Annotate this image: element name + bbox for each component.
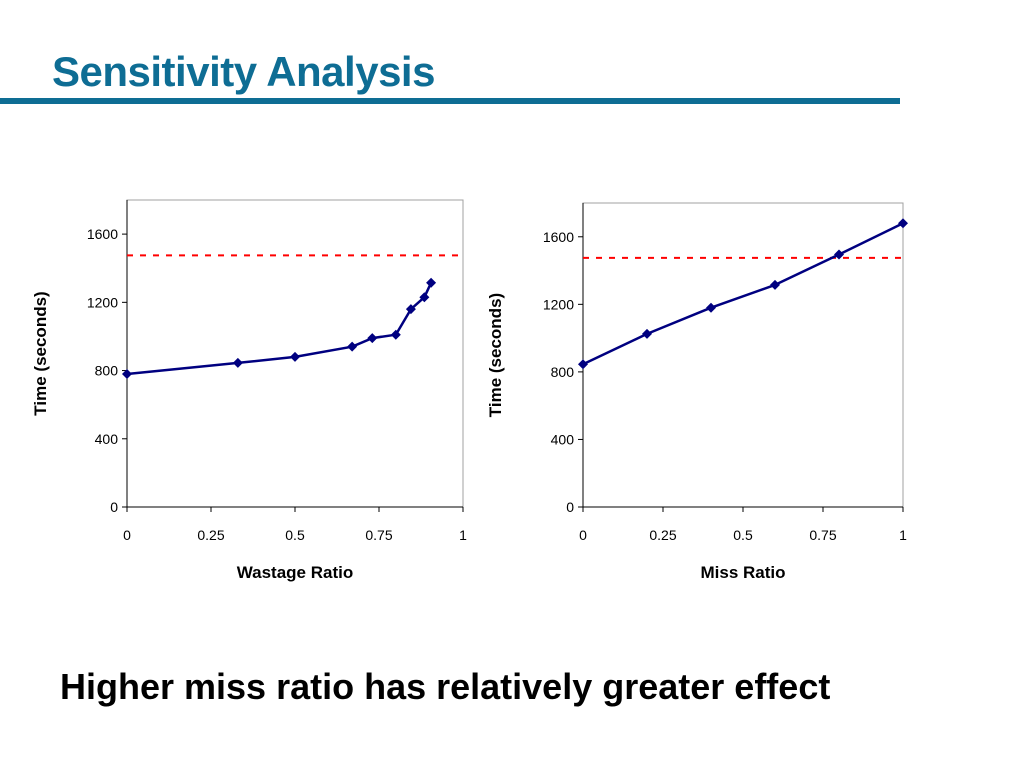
data-point-marker [578, 359, 588, 370]
y-tick-label: 400 [551, 431, 575, 447]
y-tick-label: 800 [551, 364, 575, 380]
data-point-marker [642, 328, 652, 339]
x-tick-label: 0.5 [285, 527, 305, 543]
x-tick-label: 0 [123, 527, 131, 543]
series-line [126, 282, 433, 376]
y-tick-label: 1600 [543, 229, 574, 245]
x-tick-label: 1 [459, 527, 467, 543]
x-tick-label: 0.25 [649, 527, 676, 543]
data-point-marker [426, 277, 437, 288]
y-tick-label: 1600 [87, 226, 118, 242]
title-underline [0, 98, 900, 104]
y-tick-label: 1200 [87, 294, 118, 310]
x-axis-title: Wastage Ratio [237, 563, 354, 582]
y-tick-label: 800 [95, 363, 119, 379]
data-point-marker [122, 368, 132, 379]
y-tick-label: 0 [566, 499, 574, 515]
x-tick-label: 0.75 [809, 527, 836, 543]
data-point-marker [290, 351, 300, 362]
data-point-marker [419, 292, 430, 303]
data-point-marker [898, 218, 908, 229]
chart-1: 0 400 800 1200 1600 0 0.25 0.5 0.75 1 Wastage Rati… [31, 199, 467, 582]
conclusion-text: Higher miss ratio has relatively greater… [60, 666, 831, 707]
y-axis-title: Time (seconds) [31, 291, 50, 415]
x-tick-label: 0.75 [365, 527, 392, 543]
y-tick-label: 0 [110, 499, 118, 515]
x-tick-label: 0.25 [197, 527, 224, 543]
data-point-marker [390, 329, 401, 340]
data-point-marker [347, 341, 358, 352]
x-axis-title: Miss Ratio [700, 563, 785, 582]
data-point-marker [367, 333, 378, 344]
data-point-marker [706, 302, 716, 313]
series-line [582, 222, 904, 366]
y-tick-label: 1200 [543, 296, 574, 312]
y-axis-title: Time (seconds) [486, 293, 505, 417]
x-tick-label: 1 [899, 527, 907, 543]
data-point-marker [405, 304, 416, 315]
slide-title: Sensitivity Analysis [52, 48, 435, 95]
data-point-marker [232, 357, 243, 368]
plot-area-border [582, 202, 904, 508]
x-tick-label: 0 [579, 527, 587, 543]
data-point-marker [834, 249, 844, 260]
chart-2: 0 400 800 1200 1600 0 0.25 0.5 0.75 1 Miss Ratio Ti… [486, 202, 908, 582]
y-tick-label: 400 [95, 431, 119, 447]
x-tick-label: 0.5 [733, 527, 753, 543]
data-point-marker [770, 279, 780, 290]
